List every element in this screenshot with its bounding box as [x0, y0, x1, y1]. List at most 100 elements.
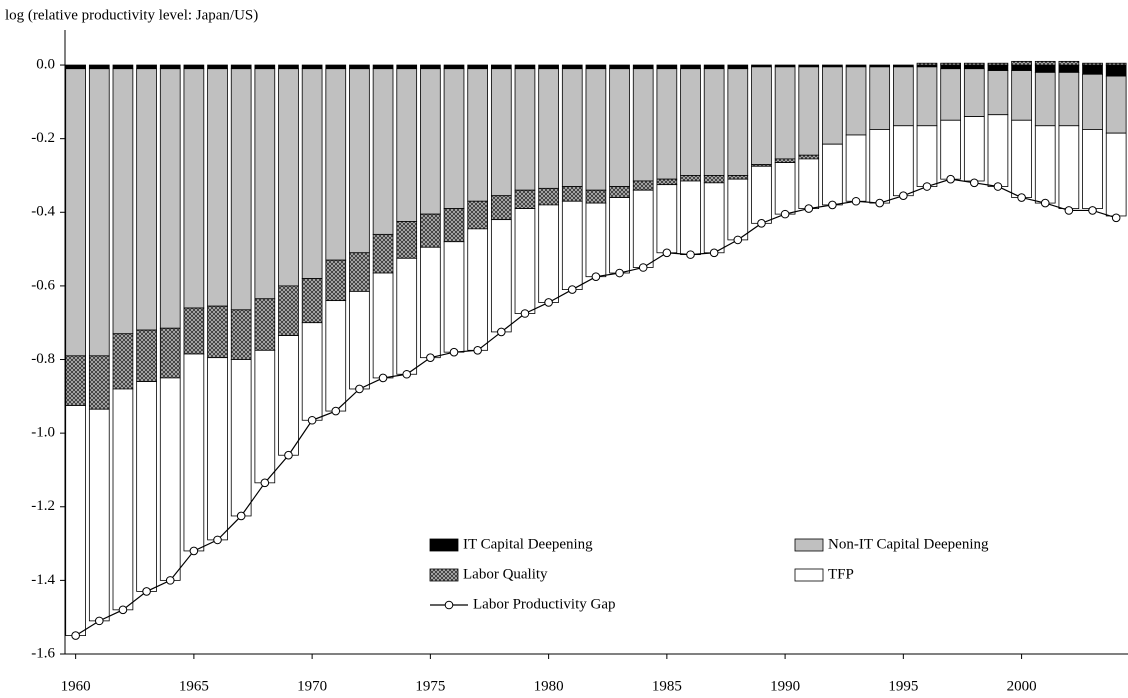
bar-segment — [703, 68, 725, 176]
bar-segment — [727, 175, 749, 180]
bar-segment — [845, 66, 867, 136]
bar-segment — [585, 64, 607, 70]
gap-marker — [567, 285, 577, 294]
bar-segment — [443, 64, 465, 70]
bar-segment — [183, 64, 205, 70]
x-tick-label: 1995 — [888, 678, 918, 694]
bar-segment — [632, 64, 654, 70]
bar-segment — [372, 64, 394, 70]
bar-segment — [325, 64, 347, 70]
bar-segment — [987, 70, 1009, 116]
bar-segment — [963, 62, 985, 66]
bar-segment — [136, 381, 157, 592]
bar-segment — [514, 68, 536, 191]
bar-segment — [632, 189, 654, 268]
bar-segment — [230, 359, 252, 517]
bar-segment — [467, 64, 488, 70]
y-tick-label: -1.4 — [31, 572, 55, 588]
bar-segment — [1105, 62, 1127, 66]
x-tick-label: 1970 — [297, 678, 327, 694]
gap-marker — [260, 478, 270, 488]
bar-segment — [230, 309, 252, 360]
bar-segment — [372, 272, 394, 379]
bar-segment — [916, 125, 938, 187]
bar-segment — [774, 162, 796, 215]
x-tick-label: 1965 — [179, 678, 209, 694]
bar-segment — [1011, 119, 1032, 198]
bar-segment — [396, 68, 418, 222]
bar-segment — [538, 187, 559, 206]
gap-marker — [1017, 193, 1026, 202]
bar-segment — [963, 64, 985, 70]
bar-segment — [1082, 73, 1103, 130]
bar-segment — [1082, 129, 1103, 210]
bar-segment — [207, 357, 228, 541]
bar-segment — [561, 64, 583, 70]
bar-segment — [490, 68, 512, 197]
bar-segment — [751, 165, 772, 224]
bar-segment — [561, 186, 583, 202]
bar-segment — [1058, 60, 1080, 66]
gap-marker — [615, 268, 624, 278]
bar-segment — [88, 355, 110, 410]
bar-segment — [940, 62, 961, 66]
gap-marker — [520, 309, 530, 318]
y-tick-label: -1.2 — [31, 498, 55, 514]
gap-marker — [1040, 198, 1050, 208]
gap-marker — [804, 204, 814, 213]
gap-marker — [922, 182, 932, 191]
bar-segment — [278, 68, 299, 287]
bar-segment — [514, 189, 536, 210]
bar-segment — [869, 129, 891, 204]
bar-segment — [254, 68, 276, 300]
bar-segment — [159, 377, 181, 581]
gap-marker — [757, 219, 766, 228]
bar-segment — [798, 66, 820, 156]
bar-segment — [1082, 62, 1103, 66]
gap-marker — [591, 272, 601, 281]
bar-segment — [1105, 64, 1127, 77]
y-tick-label: -1.6 — [31, 645, 55, 661]
bar-segment — [561, 200, 583, 290]
gap-marker — [993, 182, 1003, 191]
bar-segment — [680, 64, 701, 70]
bar-segment — [916, 66, 938, 127]
gap-marker — [969, 178, 979, 188]
legend-label: Labor Quality — [463, 566, 548, 582]
bar-segment — [1058, 125, 1080, 210]
y-tick-label: -0.4 — [31, 204, 55, 220]
bar-segment — [490, 219, 512, 333]
gap-marker — [307, 415, 317, 425]
bar-segment — [65, 64, 86, 70]
bar-segment — [278, 64, 299, 70]
bar-segment — [325, 259, 347, 302]
bar-segment — [680, 175, 701, 182]
bar-segment — [230, 64, 252, 70]
bar-segment — [420, 68, 441, 215]
bar-segment — [1011, 60, 1032, 66]
x-tick-label: 1960 — [61, 678, 91, 694]
bar-segment — [609, 186, 630, 198]
bar-segment — [301, 64, 323, 70]
bar-segment — [278, 335, 299, 456]
bar-segment — [65, 355, 86, 406]
bar-segment — [774, 66, 796, 160]
gap-marker — [189, 546, 199, 556]
bar-segment — [136, 68, 157, 331]
gap-marker — [733, 235, 743, 245]
bar-segment — [727, 178, 749, 241]
y-tick-label: -0.8 — [31, 351, 55, 367]
gap-marker — [165, 576, 175, 585]
bar-segment — [1058, 64, 1080, 73]
y-tick-label: -0.6 — [31, 277, 55, 293]
legend-swatch — [794, 568, 824, 582]
bar-segment — [230, 68, 252, 311]
legend-swatch — [794, 538, 824, 552]
gap-marker — [449, 347, 459, 357]
bar-segment — [963, 68, 985, 117]
bar-segment — [65, 405, 86, 636]
legend-label: TFP — [828, 566, 854, 582]
bar-segment — [1034, 60, 1056, 66]
bar-segment — [538, 64, 559, 70]
